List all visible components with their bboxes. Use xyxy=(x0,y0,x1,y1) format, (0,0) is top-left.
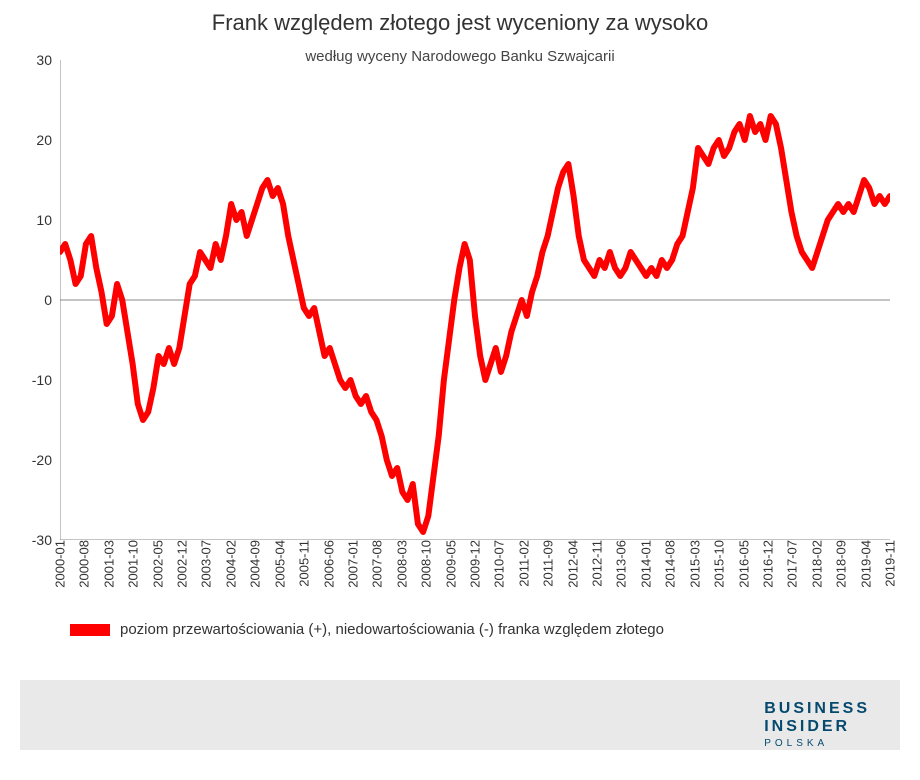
x-tick-label: 2007-08 xyxy=(370,540,385,588)
x-tick-label: 2016-12 xyxy=(760,540,775,588)
x-tick-label: 2014-08 xyxy=(663,540,678,588)
x-tick-label: 2011-02 xyxy=(516,540,531,587)
x-tick-label: 2002-05 xyxy=(150,540,165,588)
chart-container: Frank względem złotego jest wyceniony za… xyxy=(0,0,920,780)
x-tick-label: 2001-03 xyxy=(101,540,116,588)
y-tick-label: -30 xyxy=(12,532,52,548)
chart-title: Frank względem złotego jest wyceniony za… xyxy=(0,10,920,36)
x-tick-label: 2015-03 xyxy=(687,540,702,588)
y-tick-label: 10 xyxy=(12,212,52,228)
y-tick-label: -20 xyxy=(12,452,52,468)
x-tick-label: 2007-01 xyxy=(345,540,360,588)
brand-line2: INSIDER xyxy=(764,718,870,736)
brand-logo: BUSINESS INSIDER POLSKA xyxy=(764,700,870,749)
x-tick-label: 2000-08 xyxy=(77,540,92,588)
x-tick-label: 2015-10 xyxy=(712,540,727,588)
brand-line3: POLSKA xyxy=(764,738,870,749)
x-tick-label: 2011-09 xyxy=(541,540,556,587)
y-tick-label: 30 xyxy=(12,52,52,68)
x-tick-label: 2018-09 xyxy=(834,540,849,588)
brand-line1: BUSINESS xyxy=(764,700,870,718)
y-tick-label: 20 xyxy=(12,132,52,148)
x-tick-label: 2012-04 xyxy=(565,540,580,588)
x-tick-label: 2008-10 xyxy=(419,540,434,588)
legend-swatch xyxy=(70,624,110,636)
x-tick-label: 2009-12 xyxy=(468,540,483,588)
x-tick-label: 2013-06 xyxy=(614,540,629,588)
x-tick-label: 2018-02 xyxy=(809,540,824,588)
x-tick-label: 2014-01 xyxy=(638,540,653,588)
x-tick-label: 2019-04 xyxy=(858,540,873,588)
x-tick-label: 2001-10 xyxy=(126,540,141,588)
legend-text: poziom przewartościowania (+), niedowart… xyxy=(120,620,664,640)
x-tick-label: 2016-05 xyxy=(736,540,751,588)
x-tick-label: 2017-07 xyxy=(785,540,800,588)
line-chart-svg xyxy=(60,60,890,540)
x-tick-label: 2004-02 xyxy=(223,540,238,588)
x-tick-label: 2019-11 xyxy=(883,540,898,587)
x-tick-label: 2003-07 xyxy=(199,540,214,588)
x-tick-label: 2002-12 xyxy=(175,540,190,588)
plot-area: -30-20-1001020302000-012000-082001-03200… xyxy=(60,60,890,540)
y-tick-label: -10 xyxy=(12,372,52,388)
x-tick-label: 2008-03 xyxy=(394,540,409,588)
x-tick-label: 2000-01 xyxy=(53,540,68,588)
legend: poziom przewartościowania (+), niedowart… xyxy=(70,620,880,640)
x-tick-label: 2006-06 xyxy=(321,540,336,588)
x-tick-label: 2005-11 xyxy=(297,540,312,587)
y-tick-label: 0 xyxy=(12,292,52,308)
x-tick-label: 2004-09 xyxy=(248,540,263,588)
x-tick-label: 2009-05 xyxy=(443,540,458,588)
x-tick-label: 2005-04 xyxy=(272,540,287,588)
x-tick-label: 2012-11 xyxy=(590,540,605,587)
x-tick-label: 2010-07 xyxy=(492,540,507,588)
